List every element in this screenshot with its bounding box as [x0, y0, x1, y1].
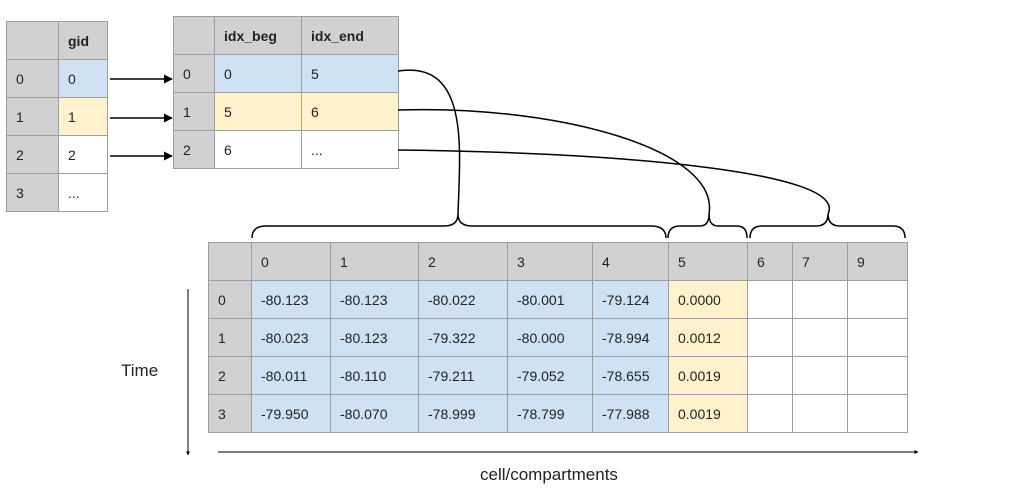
value-cell: -79.052: [507, 356, 593, 395]
value-cell: 0.0019: [668, 394, 748, 433]
value-cell: -80.022: [418, 280, 508, 319]
gid-table-row: 0 0: [6, 59, 108, 98]
value-cell: [792, 280, 848, 319]
gid-cell: 1: [58, 97, 108, 136]
value-cell: -78.655: [592, 356, 669, 395]
value-cell: -79.950: [251, 394, 331, 433]
value-cell: -80.000: [507, 318, 593, 357]
row-index: 0: [208, 280, 252, 319]
value-cell: [847, 280, 908, 319]
index-row-index: 0: [173, 54, 215, 93]
idx-end-cell: ...: [301, 130, 399, 169]
index-table-header-row: idx_beg idx_end: [173, 16, 399, 55]
idx-end-cell: 6: [301, 92, 399, 131]
column-header: 6: [747, 242, 793, 281]
gid-cell: ...: [58, 173, 108, 212]
time-axis-label: Time: [121, 361, 159, 380]
column-header: 0: [251, 242, 331, 281]
value-cell: [847, 394, 908, 433]
index-table-row: 1 5 6: [173, 92, 399, 131]
idx-beg-cell: 5: [214, 92, 302, 131]
idx-end-column-header: idx_end: [301, 16, 399, 55]
gid-table: gid 0 0 1 1 2 2 3 ...: [6, 21, 108, 212]
row-index: 2: [208, 356, 252, 395]
row-index: 3: [208, 394, 252, 433]
data-table-row: 3 -79.950 -80.070 -78.999 -78.799 -77.988 0.00…: [208, 394, 908, 433]
gid-table-row: 3 ...: [6, 173, 108, 212]
brace-columns-0-4: [251, 213, 667, 239]
gid-cell: 2: [58, 135, 108, 174]
column-header: 2: [418, 242, 508, 281]
value-cell: -80.123: [330, 280, 419, 319]
column-header: 5: [668, 242, 748, 281]
data-table-row: 0 -80.123 -80.123 -80.022 -80.001 -79.124 0.00…: [208, 280, 908, 319]
value-cell: -80.110: [330, 356, 419, 395]
gid-table-row: 2 2: [6, 135, 108, 174]
value-cell: -80.001: [507, 280, 593, 319]
gid-row-index: 0: [6, 59, 59, 98]
data-table: 0 1 2 3 4 5 6 7 9 0 -80.123 -80.123 -80.022 -80.001 -7…: [208, 242, 908, 433]
value-cell: [747, 356, 793, 395]
idx-end-cell: 5: [301, 54, 399, 93]
curve-row-2: [397, 149, 831, 215]
index-table-row: 2 6 ...: [173, 130, 399, 169]
gid-table-corner: [6, 21, 59, 60]
index-row-index: 1: [173, 92, 215, 131]
value-cell: [792, 394, 848, 433]
value-cell: -78.999: [418, 394, 508, 433]
column-header: 3: [507, 242, 593, 281]
curve-row-0: [397, 69, 461, 215]
brace-column-5: [667, 213, 748, 239]
value-cell: -78.799: [507, 394, 593, 433]
column-header: 7: [792, 242, 848, 281]
index-table: idx_beg idx_end 0 0 5 1 5 6 2 6 ...: [173, 16, 399, 169]
value-cell: -80.070: [330, 394, 419, 433]
value-cell: -79.322: [418, 318, 508, 357]
curve-row-1: [397, 108, 711, 215]
cells-axis-label: cell/compartments: [480, 465, 618, 484]
value-cell: [747, 318, 793, 357]
data-table-row: 2 -80.011 -80.110 -79.211 -79.052 -78.655 0.00…: [208, 356, 908, 395]
value-cell: [747, 394, 793, 433]
index-table-row: 0 0 5: [173, 54, 399, 93]
value-cell: -79.211: [418, 356, 508, 395]
gid-table-row: 1 1: [6, 97, 108, 136]
idx-beg-cell: 0: [214, 54, 302, 93]
brace-columns-rest: [749, 213, 906, 239]
value-cell: [747, 280, 793, 319]
idx-beg-column-header: idx_beg: [214, 16, 302, 55]
data-table-row: 1 -80.023 -80.123 -79.322 -80.000 -78.994 0.00…: [208, 318, 908, 357]
gid-row-index: 3: [6, 173, 59, 212]
value-cell: 0.0012: [668, 318, 748, 357]
index-table-corner: [173, 16, 215, 55]
gid-cell: 0: [58, 59, 108, 98]
value-cell: [792, 356, 848, 395]
value-cell: -79.124: [592, 280, 669, 319]
value-cell: -80.011: [251, 356, 331, 395]
column-header: 9: [847, 242, 908, 281]
idx-beg-cell: 6: [214, 130, 302, 169]
gid-row-index: 1: [6, 97, 59, 136]
value-cell: -77.988: [592, 394, 669, 433]
